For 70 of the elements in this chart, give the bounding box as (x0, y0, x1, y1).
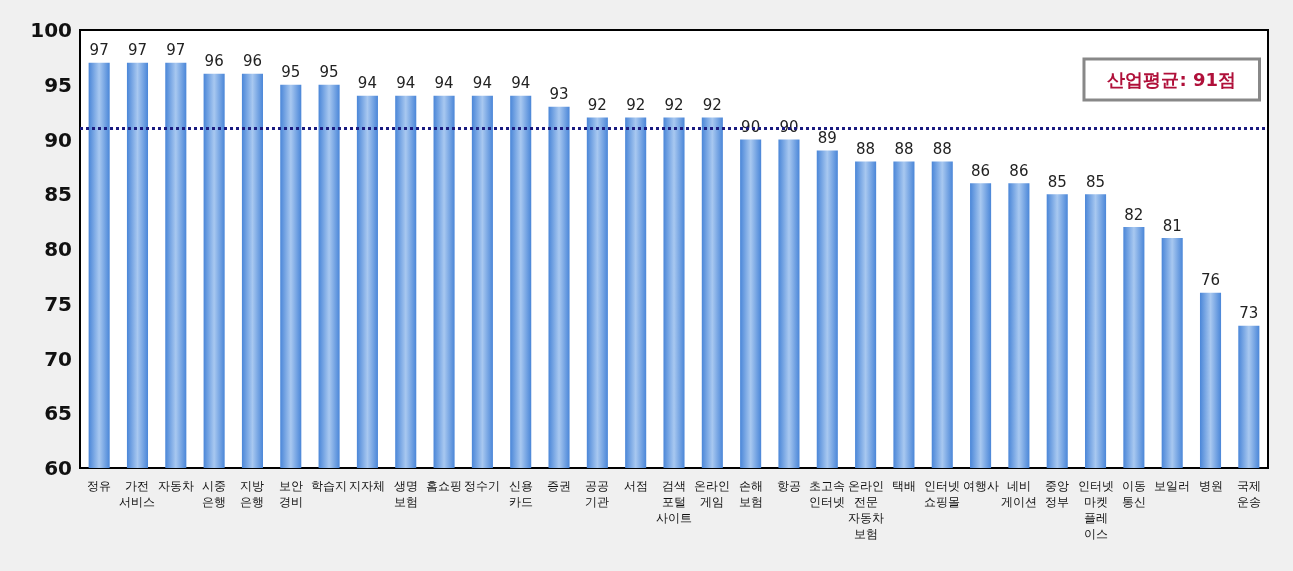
y-tick-label: 90 (44, 127, 72, 152)
ref-line-label: 산업평균: 91점 (1107, 69, 1236, 91)
x-tick-label: 중앙 정부 (1045, 479, 1070, 509)
data-label: 73 (1239, 304, 1259, 323)
x-tick-label: 인터넷 쇼핑몰 (924, 479, 961, 509)
data-label: 86 (1009, 161, 1029, 180)
x-tick-label: 검색 포털 사이트 (656, 479, 692, 525)
data-label: 88 (894, 139, 914, 158)
x-tick-label: 온라인 게임 (694, 479, 731, 509)
x-tick-label: 자동차 (157, 479, 194, 493)
x-tick-label: 지방 은행 (240, 479, 265, 509)
x-tick-label: 생명 보험 (393, 479, 418, 509)
data-label: 94 (396, 74, 416, 93)
data-label: 97 (166, 41, 186, 60)
data-label: 97 (127, 41, 148, 60)
data-label: 95 (319, 63, 339, 82)
data-label: 88 (932, 139, 952, 158)
y-tick-label: 75 (44, 291, 72, 316)
data-label: 92 (626, 96, 646, 115)
data-label: 93 (549, 85, 569, 104)
x-tick-label: 정유 (87, 479, 112, 493)
data-label: 97 (89, 41, 109, 60)
x-tick-label: 증권 (547, 479, 572, 493)
x-tick-label: 서점 (623, 479, 648, 493)
x-tick-label: 지자체 (349, 479, 386, 493)
x-tick-label: 항공 (776, 479, 801, 493)
data-label: 94 (357, 74, 377, 93)
data-label: 76 (1200, 271, 1221, 290)
data-label: 85 (1047, 172, 1067, 191)
x-tick-label: 국제 운송 (1236, 479, 1261, 509)
data-label: 88 (856, 139, 876, 158)
x-tick-label: 학습지 (311, 479, 348, 493)
data-label: 94 (434, 74, 454, 93)
x-tick-label: 초고속 인터넷 (809, 479, 846, 509)
x-tick-label: 이동 통신 (1121, 479, 1146, 509)
data-label: 95 (281, 63, 301, 82)
data-label: 94 (472, 74, 492, 93)
x-tick-label: 보안 경비 (278, 479, 303, 509)
data-label: 92 (587, 96, 607, 115)
x-tick-label: 시중 은행 (202, 479, 227, 509)
data-label: 94 (511, 74, 531, 93)
y-tick-label: 95 (44, 72, 72, 97)
data-label: 82 (1124, 205, 1144, 224)
data-label: 92 (702, 96, 722, 115)
data-label: 89 (817, 128, 837, 147)
y-tick-label: 85 (44, 182, 72, 207)
x-tick-label: 공공 기관 (585, 479, 610, 509)
x-tick-label: 택배 (891, 479, 916, 493)
y-tick-label: 100 (30, 18, 72, 42)
y-tick-label: 65 (44, 401, 72, 426)
data-label: 96 (204, 52, 224, 71)
x-tick-label: 병원 (1198, 479, 1223, 493)
x-tick-label: 신용 카드 (508, 479, 533, 509)
x-tick-label: 보일러 (1154, 479, 1191, 493)
x-tick-label: 가전 서비스 (119, 479, 156, 509)
data-label: 81 (1162, 216, 1182, 235)
y-tick-label: 80 (44, 237, 72, 261)
y-tick-label: 60 (44, 456, 72, 480)
x-tick-label: 인터넷 마켓 플레 이스 (1077, 479, 1114, 541)
data-label: 96 (242, 52, 262, 71)
x-tick-label: 온라인 전문 자동차 보험 (847, 479, 884, 541)
data-label: 92 (664, 96, 684, 115)
data-label: 86 (971, 161, 991, 180)
x-tick-label: 정수기 (464, 479, 501, 493)
x-tick-label: 홈쇼핑 (426, 479, 463, 493)
x-tick-label: 여행사 (962, 479, 999, 493)
y-tick-label: 70 (44, 346, 72, 371)
data-label: 85 (1086, 172, 1106, 191)
x-tick-label: 네비 게이션 (1000, 479, 1037, 509)
x-tick-label: 손해 보험 (738, 479, 763, 509)
